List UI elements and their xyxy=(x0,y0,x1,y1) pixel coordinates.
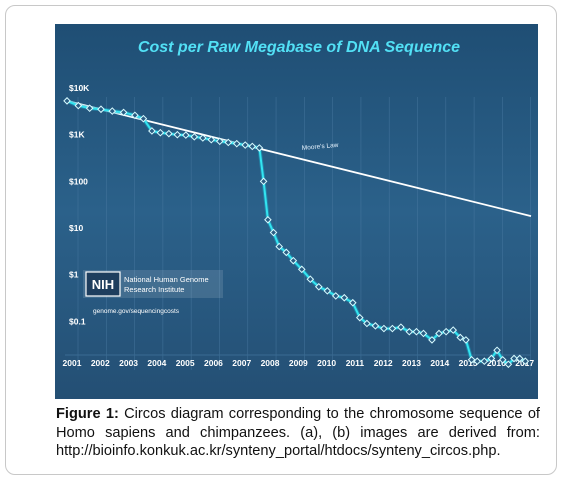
x-tick-label: 2001 xyxy=(63,358,82,368)
x-tick-label: 2010 xyxy=(317,358,336,368)
x-tick-label: 2005 xyxy=(176,358,195,368)
caption-text: Circos diagram corresponding to the chro… xyxy=(56,406,540,460)
cost-data-point xyxy=(428,336,436,344)
x-tick-label: 2011 xyxy=(346,358,365,368)
x-tick-label: 2006 xyxy=(204,358,223,368)
cost-data-point xyxy=(165,129,173,138)
x-tick-label: 2008 xyxy=(261,358,280,368)
cost-data-point xyxy=(412,327,421,336)
cost-data-point xyxy=(449,326,458,334)
x-tick-label: 2004 xyxy=(147,358,166,368)
cost-data-point xyxy=(207,135,216,144)
cost-data-point xyxy=(131,111,139,120)
cost-data-point xyxy=(259,177,268,186)
cost-data-point xyxy=(487,354,496,363)
y-tick-label: $1 xyxy=(69,270,79,280)
cost-data-point xyxy=(397,323,405,331)
cost-data-point xyxy=(498,355,507,364)
cost-data-point xyxy=(473,357,482,366)
x-tick-label: 2012 xyxy=(374,358,393,368)
institute-name-line2: Research Institute xyxy=(124,285,184,294)
cost-data-point xyxy=(331,292,340,300)
cost-data-point xyxy=(74,101,83,110)
cost-data-point xyxy=(156,128,165,137)
x-tick-label: 2003 xyxy=(119,358,138,368)
cost-data-point xyxy=(275,242,284,251)
cost-data-point xyxy=(269,228,278,237)
cost-data-point xyxy=(388,324,397,333)
cost-data-point xyxy=(119,108,128,117)
cost-data-point xyxy=(289,256,298,265)
cost-data-point xyxy=(442,327,450,336)
cost-data-point xyxy=(323,287,332,295)
cost-data-point xyxy=(139,114,148,123)
nih-logo-text: NIH xyxy=(92,277,114,292)
cost-data-point xyxy=(521,357,530,366)
cost-data-point xyxy=(456,333,465,342)
x-tick-label: 2014 xyxy=(430,358,449,368)
cost-data-point xyxy=(435,329,443,338)
cost-data-point xyxy=(97,105,105,114)
cost-data-point xyxy=(215,137,224,146)
moores-law-label: Moore's Law xyxy=(302,142,339,152)
cost-data-point xyxy=(355,313,364,322)
cost-data-point xyxy=(297,265,306,274)
nih-badge: NIH National Human Genome Research Insti… xyxy=(83,270,223,315)
cost-data-point xyxy=(182,131,190,139)
cost-data-point xyxy=(255,144,264,152)
source-url: genome.gov/sequencingcosts xyxy=(93,308,180,315)
x-tick-label: 2015 xyxy=(459,358,478,368)
cost-data-point xyxy=(282,248,291,257)
chart-panel: Cost per Raw Megabase of DNA Sequence $1… xyxy=(55,24,538,399)
y-tick-label: $10 xyxy=(69,223,83,233)
cost-data-point xyxy=(173,130,182,139)
y-tick-label: $0.1 xyxy=(69,316,86,326)
cost-data-point xyxy=(108,107,117,115)
cost-data-point xyxy=(480,357,489,366)
cost-data-point xyxy=(467,355,476,364)
figure-caption: Figure 1: Circos diagram corresponding t… xyxy=(56,405,540,461)
cost-data-point xyxy=(306,275,315,284)
cost-data-point xyxy=(232,139,241,148)
cost-data-point xyxy=(380,324,388,333)
cost-data-point xyxy=(363,319,371,328)
cost-data-point xyxy=(190,132,199,141)
cost-data-point xyxy=(462,336,470,344)
caption-label: Figure 1: xyxy=(56,406,119,422)
cost-data-point xyxy=(493,346,501,355)
cost-data-point xyxy=(504,360,513,369)
cost-data-point xyxy=(314,282,323,291)
cost-data-point xyxy=(85,104,94,113)
x-tick-label: 2016 xyxy=(487,358,506,368)
cost-data-point xyxy=(340,293,349,302)
cost-data-point xyxy=(224,138,233,147)
x-tick-label: 2013 xyxy=(402,358,421,368)
x-tick-label: 2002 xyxy=(91,358,110,368)
y-tick-label: $100 xyxy=(69,176,88,186)
cost-data-point xyxy=(199,134,207,142)
y-tick-label: $10K xyxy=(69,83,90,93)
cost-data-point xyxy=(63,97,71,105)
chart-title: Cost per Raw Megabase of DNA Sequence xyxy=(138,39,460,56)
cost-data-point xyxy=(248,142,257,151)
x-tick-label: 2009 xyxy=(289,358,308,368)
cost-data-point xyxy=(510,354,518,363)
cost-data-point xyxy=(148,127,156,135)
nih-logo xyxy=(85,271,121,297)
cost-data-point xyxy=(371,322,380,330)
cost-data-point xyxy=(515,354,524,363)
cost-data-point xyxy=(348,298,357,307)
cost-data-point xyxy=(264,215,272,224)
sequencing-cost-chart: Cost per Raw Megabase of DNA Sequence $1… xyxy=(55,24,538,399)
cost-data-point xyxy=(241,141,250,149)
x-tick-label: 2007 xyxy=(232,358,251,368)
y-tick-label: $1K xyxy=(69,130,85,140)
cost-data-point xyxy=(405,327,414,336)
cost-data-point xyxy=(419,329,428,338)
institute-name-line1: National Human Genome xyxy=(124,275,209,284)
